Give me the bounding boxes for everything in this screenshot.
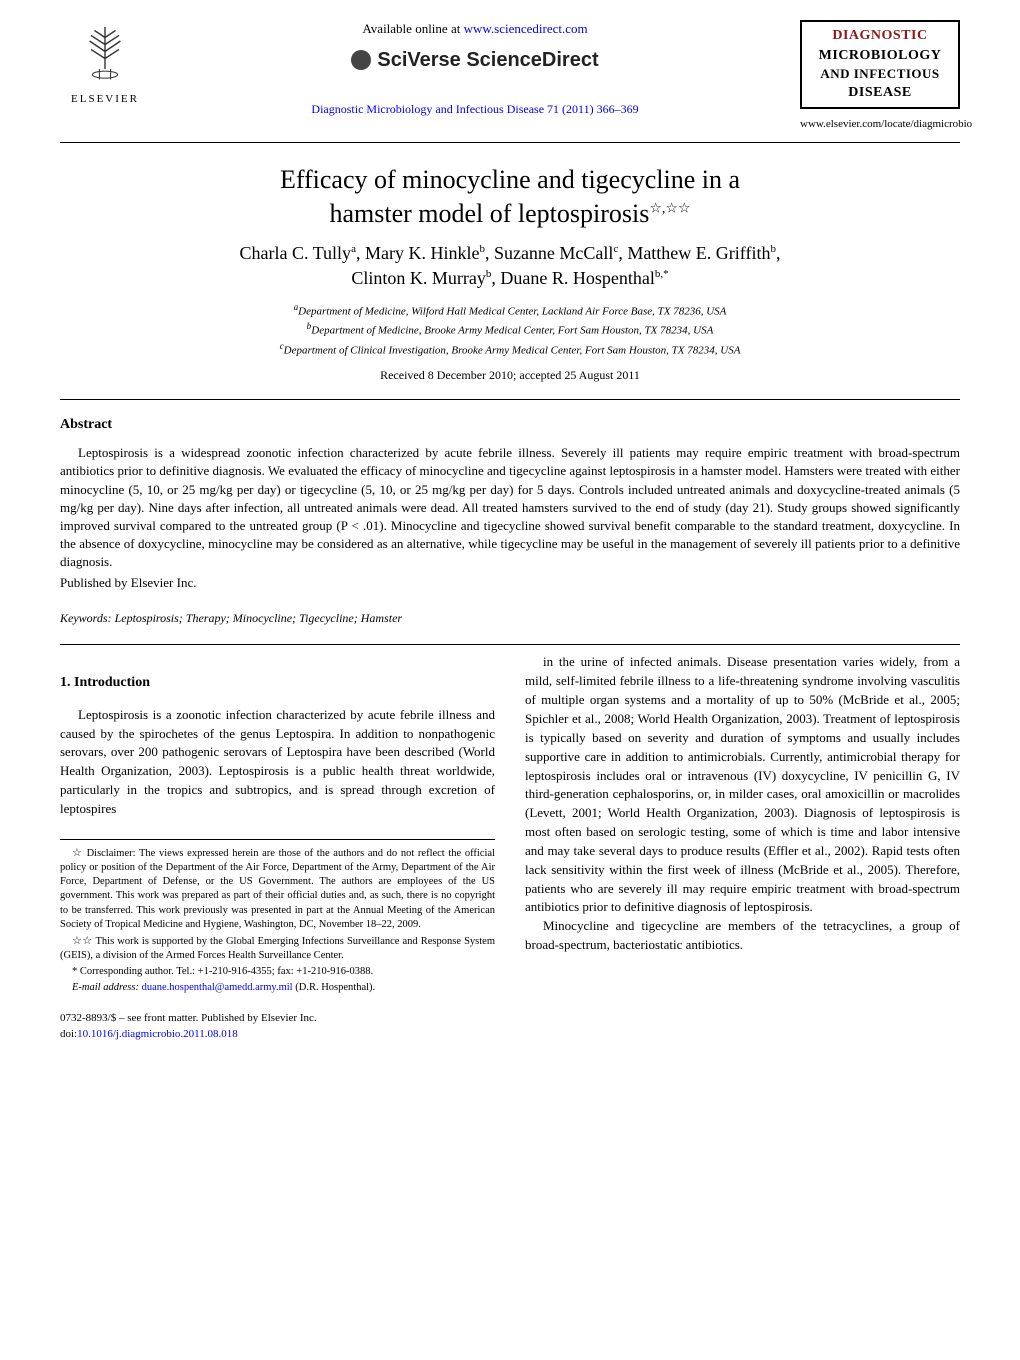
available-online: Available online at www.sciencedirect.co…: [170, 20, 780, 38]
footnote1: ☆ Disclaimer: The views expressed herein…: [60, 846, 495, 932]
footnote-email: E-mail address: duane.hospenthal@amedd.a…: [60, 981, 495, 995]
sciverse-text: SciVerse ScienceDirect: [377, 46, 598, 74]
note2-mark: ☆☆: [72, 935, 93, 947]
hr-top: [60, 142, 960, 143]
elsevier-label: ELSEVIER: [71, 92, 139, 107]
intro-para2: in the urine of infected animals. Diseas…: [525, 653, 960, 917]
author6: , Duane R. Hospenthal: [491, 268, 654, 288]
affil-b: Department of Medicine, Brooke Army Medi…: [311, 325, 713, 337]
affiliations: aDepartment of Medicine, Wilford Hall Me…: [60, 301, 960, 358]
intro-para1: Leptospirosis is a zoonotic infection ch…: [60, 706, 495, 819]
journal-box-line4: DISEASE: [810, 83, 950, 103]
doi-label: doi:: [60, 1028, 77, 1040]
author4-sup: b: [770, 243, 776, 255]
journal-box: DIAGNOSTIC MICROBIOLOGY AND INFECTIOUS D…: [800, 20, 960, 109]
footnote-corr: * Corresponding author. Tel.: +1-210-916…: [60, 965, 495, 979]
center-header: Available online at www.sciencedirect.co…: [150, 20, 800, 118]
title-line2: hamster model of leptospirosis: [329, 199, 649, 228]
corresponding-mark: *: [663, 268, 669, 280]
title-note-marks: ☆,☆☆: [649, 202, 690, 217]
author6-sup: b,: [655, 268, 663, 280]
journal-box-line1: DIAGNOSTIC: [810, 26, 950, 46]
hr-after-keywords: [60, 644, 960, 645]
article-title: Efficacy of minocycline and tigecycline …: [60, 163, 960, 231]
right-column: in the urine of infected animals. Diseas…: [525, 653, 960, 1042]
abstract-heading: Abstract: [60, 415, 960, 435]
affil-c: Department of Clinical Investigation, Br…: [284, 344, 741, 356]
bottom-info: 0732-8893/$ – see front matter. Publishe…: [60, 1011, 495, 1043]
keywords: Keywords: Leptospirosis; Therapy; Minocy…: [60, 610, 960, 627]
doi-link[interactable]: 10.1016/j.diagmicrobio.2011.08.018: [77, 1028, 238, 1040]
authors-block: Charla C. Tullya, Mary K. Hinkleb, Suzan…: [60, 241, 960, 291]
journal-box-section: DIAGNOSTIC MICROBIOLOGY AND INFECTIOUS D…: [800, 20, 960, 132]
journal-box-line3: AND INFECTIOUS: [810, 65, 950, 83]
keywords-label: Keywords:: [60, 611, 112, 625]
email-suffix: (D.R. Hospenthal).: [293, 982, 376, 993]
note1-text: Disclaimer: The views expressed herein a…: [60, 848, 495, 930]
sciverse-orb-icon: [351, 50, 371, 70]
publisher-line: Published by Elsevier Inc.: [60, 574, 960, 592]
elsevier-logo-block: ELSEVIER: [60, 20, 150, 107]
citation-link[interactable]: Diagnostic Microbiology and Infectious D…: [311, 102, 638, 116]
issn-line: 0732-8893/$ – see front matter. Publishe…: [60, 1011, 495, 1027]
elsevier-tree-icon: [70, 20, 140, 90]
available-text: Available online at: [362, 21, 463, 36]
keywords-text: Leptospirosis; Therapy; Minocycline; Tig…: [112, 611, 403, 625]
footnote2: ☆☆ This work is supported by the Global …: [60, 934, 495, 963]
hr-before-abstract: [60, 399, 960, 400]
sciencedirect-link[interactable]: www.sciencedirect.com: [464, 21, 588, 36]
author5: Clinton K. Murray: [351, 268, 486, 288]
intro-heading: 1. Introduction: [60, 673, 495, 693]
author2: , Mary K. Hinkle: [356, 243, 479, 263]
author4: , Matthew E. Griffith: [618, 243, 770, 263]
header-row: ELSEVIER Available online at www.science…: [60, 20, 960, 132]
dates: Received 8 December 2010; accepted 25 Au…: [60, 367, 960, 384]
intro-para3: Minocycline and tigecycline are members …: [525, 917, 960, 955]
journal-url: www.elsevier.com/locate/diagmicrobio: [800, 117, 960, 132]
author1: Charla C. Tully: [240, 243, 352, 263]
note1-mark: ☆: [72, 847, 83, 859]
author3: , Suzanne McCall: [485, 243, 613, 263]
journal-citation: Diagnostic Microbiology and Infectious D…: [170, 101, 780, 118]
doi-line: doi:10.1016/j.diagmicrobio.2011.08.018: [60, 1027, 495, 1043]
footnotes: ☆ Disclaimer: The views expressed herein…: [60, 839, 495, 996]
note2-text: This work is supported by the Global Eme…: [60, 936, 495, 961]
corr-text: Corresponding author. Tel.: +1-210-916-4…: [77, 966, 373, 977]
two-column-body: 1. Introduction Leptospirosis is a zoono…: [60, 653, 960, 1042]
title-line1: Efficacy of minocycline and tigecycline …: [280, 165, 740, 194]
left-column: 1. Introduction Leptospirosis is a zoono…: [60, 653, 495, 1042]
email-label: E-mail address:: [72, 982, 142, 993]
abstract-text: Leptospirosis is a widespread zoonotic i…: [60, 444, 960, 571]
journal-box-line2: MICROBIOLOGY: [810, 46, 950, 66]
sciverse-logo: SciVerse ScienceDirect: [351, 46, 598, 74]
affil-a: Department of Medicine, Wilford Hall Med…: [298, 306, 726, 318]
email-link[interactable]: duane.hospenthal@amedd.army.mil: [142, 982, 293, 993]
